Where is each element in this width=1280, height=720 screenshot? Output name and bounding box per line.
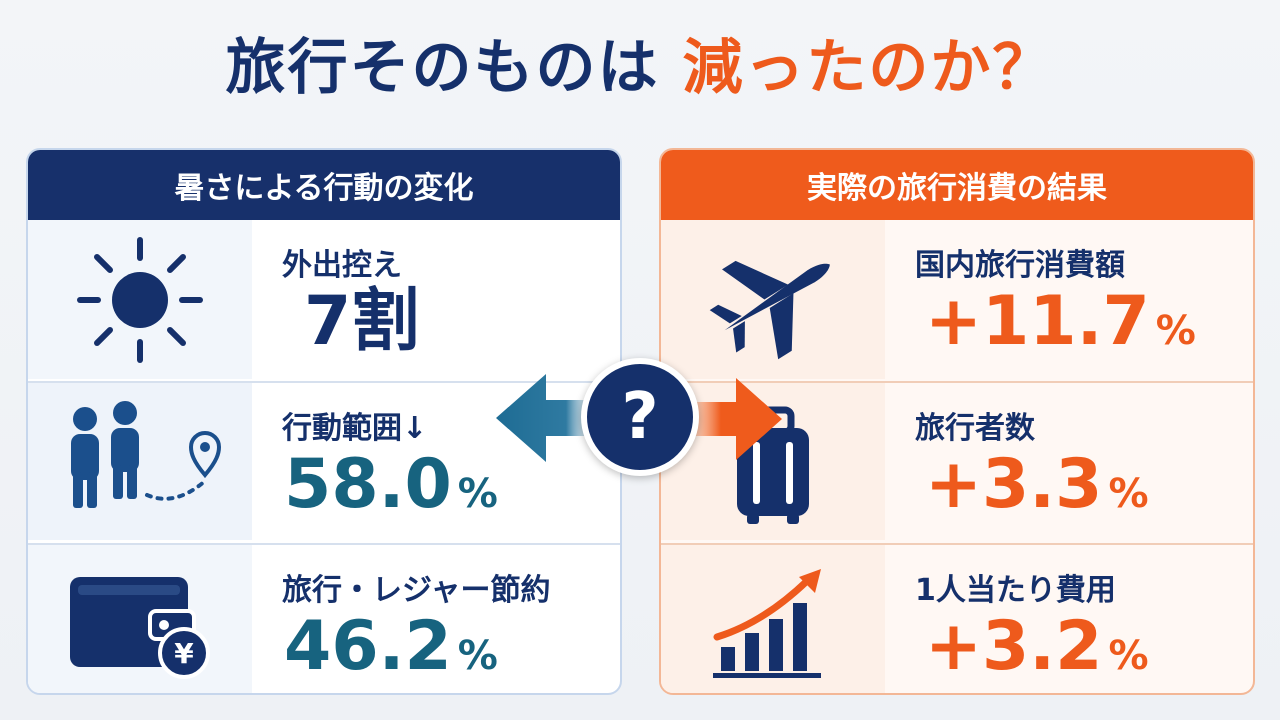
- stay-home-value: 7割: [304, 282, 420, 361]
- svg-text:¥: ¥: [174, 637, 194, 670]
- list-item: 行動範囲↓ 58.0%: [28, 381, 620, 540]
- behavior-change-header: 暑さによる行動の変化: [28, 150, 620, 220]
- page-title: 旅行そのものは 減ったのか？: [0, 28, 1280, 108]
- list-item: 国内旅行消費額 +11.7%: [661, 220, 1253, 379]
- sun-icon: [28, 220, 252, 379]
- list-item: 外出控え 7割: [28, 220, 620, 379]
- wallet-yen-icon: ¥: [28, 545, 252, 693]
- people-location-icon: [28, 383, 252, 540]
- title-part-1: 旅行そのものは: [225, 33, 660, 103]
- title-part-2: 減ったのか？: [682, 33, 1055, 103]
- leisure-saving-label: 旅行・レジャー節約: [282, 573, 551, 608]
- activity-range-value: 58.0%: [284, 445, 498, 524]
- traveler-count-value: +3.3%: [925, 445, 1149, 524]
- domestic-spending-label: 国内旅行消費額: [915, 248, 1125, 283]
- stay-home-label: 外出控え: [282, 248, 402, 283]
- list-item: 1人当たり費用 +3.2%: [661, 543, 1253, 693]
- domestic-spending-value: +11.7%: [925, 282, 1196, 361]
- per-person-cost-value: +3.2%: [925, 607, 1149, 686]
- leisure-saving-value: 46.2%: [284, 607, 498, 686]
- traveler-count-label: 旅行者数: [915, 411, 1035, 446]
- left-arrow-icon: [496, 374, 596, 462]
- right-arrow-icon: [688, 378, 782, 460]
- activity-range-label: 行動範囲↓: [282, 411, 428, 446]
- list-item: ¥ 旅行・レジャー節約 46.2%: [28, 543, 620, 693]
- airplane-icon: [661, 220, 885, 379]
- per-person-cost-label: 1人当たり費用: [915, 573, 1116, 608]
- growth-chart-icon: [661, 545, 885, 693]
- question-icon: ?: [581, 358, 699, 476]
- travel-spending-header: 実際の旅行消費の結果: [661, 150, 1253, 220]
